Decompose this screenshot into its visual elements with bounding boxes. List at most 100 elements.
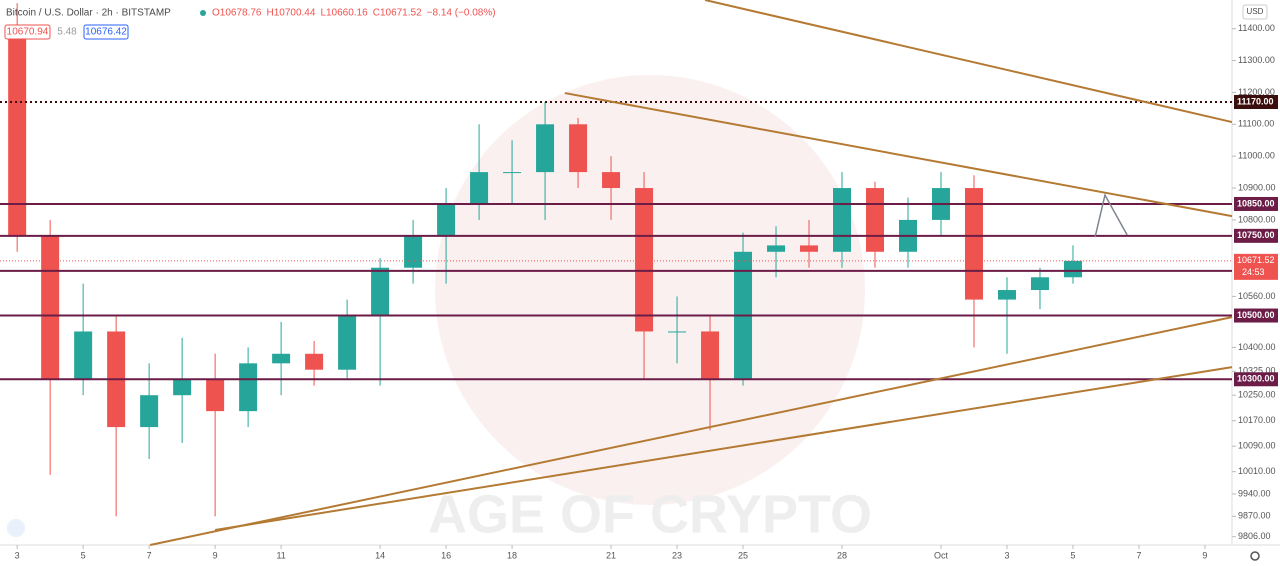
y-tick-label: 9870.00 [1238,511,1271,521]
candle-body [569,124,588,173]
header-box [54,25,80,39]
ohlc-value: H10700.44 [267,8,316,19]
currency-box[interactable] [1242,4,1268,20]
level-tag [1234,228,1278,243]
trendline [214,366,1233,532]
level-tag [1234,372,1278,387]
x-tick-label: 18 [507,550,517,560]
x-tick-label: 9 [213,550,218,560]
candle-body [701,331,720,380]
candle-body [602,172,621,189]
x-tick-label: 3 [1004,550,1009,560]
x-tick-label: Oct [934,550,949,560]
candle-body [338,315,357,370]
header-box-value: 10676.42 [85,27,127,38]
y-tick-label: 10900.00 [1238,182,1276,192]
y-tick-label: 9940.00 [1238,488,1271,498]
currency: USD [1247,7,1264,16]
price-countdown: 24:53 [1242,267,1265,277]
x-tick-label: 7 [1136,550,1141,560]
trendline [704,0,1233,124]
y-tick-label: 11000.00 [1238,151,1275,161]
x-tick-label: 5 [81,550,86,560]
y-tick-label: 10170.00 [1238,415,1276,425]
overlay [0,0,1233,546]
ohlc-value: −8.14 (−0.08%) [427,8,496,19]
ohlc-value: O10678.76 [212,8,262,19]
candle-body [866,188,885,252]
x-tick-label: 9 [1202,550,1207,560]
ohlc-value: L10660.16 [320,8,368,19]
symbol: Bitcoin / U.S. Dollar · 2h · BITSTAMP [6,8,171,19]
candle-body [437,203,456,236]
settings-icon[interactable] [1250,551,1260,561]
header-box [83,24,129,40]
y-tick-label: 9806.00 [1238,531,1271,541]
level-tag-label: 10500.00 [1237,310,1275,320]
header-box-value: 10670.94 [7,27,49,38]
candle-body [305,353,324,370]
candle-body [173,379,192,396]
level-tag-label: 10750.00 [1237,230,1275,240]
ohlc: O10678.76 H10700.44 L10660.16 C10671.52 −8.1… [212,8,496,19]
candle-body [404,235,423,268]
candle-body [239,363,258,412]
price-tag [1234,253,1278,280]
candle-body [74,331,93,380]
cloud-icon[interactable] [7,519,25,537]
candle-body [668,331,687,333]
ohlc-value: C10671.52 [373,8,422,19]
x-tick-label: 14 [375,550,385,560]
y-tick-label: 10325.00 [1238,366,1276,376]
candle-body [1063,260,1082,278]
candle-body [997,290,1016,300]
candle-body [800,245,819,252]
candle-body [272,353,291,364]
candle-body [1030,277,1049,291]
x-tick-label: 16 [441,550,451,560]
y-tick-label: 11100.00 [1238,119,1274,129]
trendline [564,92,1233,218]
candle-body [8,28,27,236]
candle-body [503,172,522,174]
y-tick-label: 11300.00 [1238,55,1275,65]
x-tick-label: 5 [1070,550,1075,560]
candle-body [41,235,60,380]
candle-body [635,188,654,332]
level-tag-label: 11170.00 [1237,96,1274,106]
x-tick-label: 21 [606,550,616,560]
candle-body [767,245,786,252]
level-tag-label: 10850.00 [1237,198,1275,208]
projection [1094,192,1128,238]
status-dot [200,10,206,16]
candle-body [371,267,390,316]
x-tick-label: 3 [15,550,20,560]
candle-body [536,124,555,173]
y-tick-label: 11200.00 [1238,87,1275,97]
y-tick-label: 10090.00 [1238,441,1276,451]
y-tick-label: 10250.00 [1238,390,1276,400]
watermark: AGE OF CRYPTO [428,484,872,544]
x-tick-label: 28 [837,550,847,560]
y-tick-label: 11400.00 [1238,23,1275,33]
y-tick-label: 10010.00 [1238,466,1276,476]
header-box-value: 5.48 [57,27,77,38]
x-tick-label: 23 [672,550,682,560]
level-tag [1234,308,1278,323]
y-tick-label: 10560.00 [1238,291,1276,301]
y-tick-label: 10400.00 [1238,342,1276,352]
y-tick-label: 10800.00 [1238,214,1276,224]
level-tag-label: 10300.00 [1237,374,1275,384]
candle-body [470,172,489,204]
candle-body [206,379,225,412]
x-tick-label: 11 [276,550,285,560]
level-tag [1234,196,1278,211]
trendline [149,316,1233,546]
price-tag-label: 10671.52 [1237,255,1275,265]
level-tag [1234,94,1278,109]
candle-body [140,395,159,428]
x-tick-label: 25 [738,550,748,560]
candle-body [833,188,852,252]
